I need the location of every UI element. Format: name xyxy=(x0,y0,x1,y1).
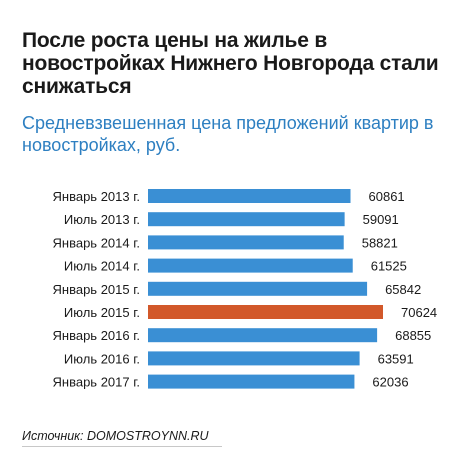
value-label: 60861 xyxy=(369,189,405,204)
category-label: Июль 2015 г. xyxy=(64,305,140,320)
source-divider xyxy=(22,446,222,447)
bar xyxy=(148,189,351,203)
bar xyxy=(148,305,383,319)
chart-subtitle: Средневзвешенная цена предложений кварти… xyxy=(22,113,434,155)
category-label: Январь 2015 г. xyxy=(53,282,140,297)
value-label: 62036 xyxy=(372,375,408,390)
value-label: 63591 xyxy=(378,351,414,366)
bar xyxy=(148,235,344,250)
value-label: 61525 xyxy=(371,259,407,274)
value-label: 58821 xyxy=(362,235,398,250)
value-label: 68855 xyxy=(395,328,431,343)
chart-title: После роста цены на жилье в новостройках… xyxy=(22,29,439,98)
category-label: Январь 2017 г. xyxy=(53,375,140,390)
category-label: Июль 2014 г. xyxy=(64,259,140,274)
value-label: 70624 xyxy=(401,305,437,320)
value-label: 65842 xyxy=(385,282,421,297)
bar xyxy=(148,258,353,273)
category-label: Январь 2014 г. xyxy=(53,235,140,250)
bar xyxy=(148,212,345,227)
bar xyxy=(148,328,378,343)
category-label: Июль 2016 г. xyxy=(64,351,140,366)
category-label: Январь 2016 г. xyxy=(53,328,140,343)
bar xyxy=(148,351,360,366)
value-label: 59091 xyxy=(363,212,399,227)
source-note: Источник: DOMOSTROYNN.RU xyxy=(22,429,209,443)
category-label: Январь 2013 г. xyxy=(53,189,140,204)
bar xyxy=(148,374,355,389)
category-label: Июль 2013 г. xyxy=(64,212,140,227)
bar xyxy=(148,281,368,296)
